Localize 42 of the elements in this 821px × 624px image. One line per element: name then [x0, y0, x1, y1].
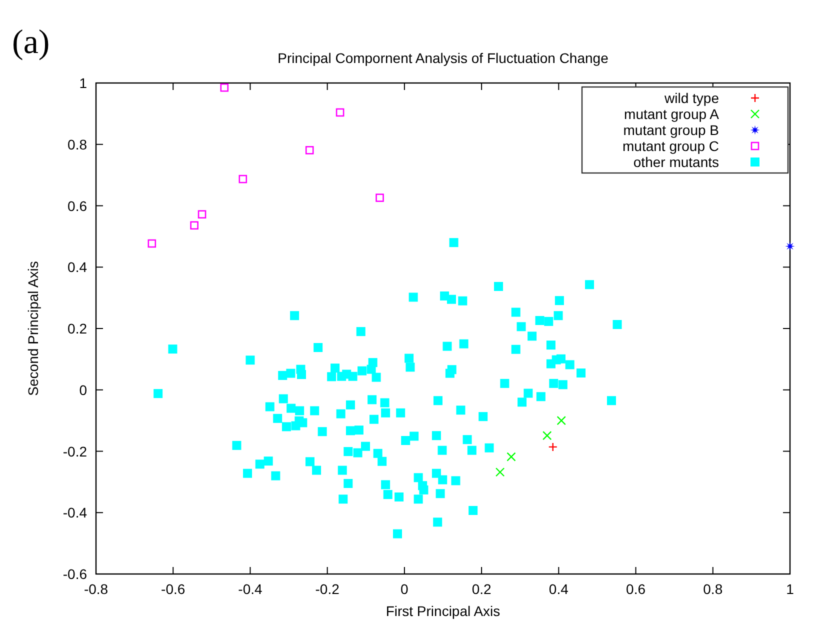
- point: [506, 452, 516, 462]
- point: [336, 108, 344, 117]
- chart-title: Principal Compornent Analysis of Fluctuation Change: [278, 50, 609, 66]
- point: [495, 468, 505, 477]
- point: [238, 174, 248, 184]
- x-axis-title: First Principal Axis: [386, 603, 500, 619]
- point: [190, 221, 198, 230]
- point: [542, 431, 552, 440]
- point: [148, 239, 156, 248]
- point: [556, 416, 566, 426]
- y-tick-label: 0.4: [68, 259, 88, 276]
- x-tick-label: 1: [786, 581, 794, 597]
- y-tick-label: 0.8: [68, 136, 88, 152]
- point: [305, 146, 314, 154]
- y-tick-label: 0.2: [68, 320, 88, 336]
- y-axis-title: Second Principal Axis: [25, 261, 41, 396]
- legend-label: mutant group B: [623, 122, 719, 138]
- y-tick-label: 1: [79, 75, 88, 91]
- point: [220, 83, 229, 92]
- point: [548, 442, 558, 452]
- x-tick-label: -0.4: [238, 581, 262, 597]
- x-tick-label: -0.2: [315, 581, 340, 597]
- x-tick-label: 0.4: [548, 581, 569, 597]
- y-tick-label: -0.6: [62, 566, 88, 582]
- x-tick-label: 0.2: [472, 581, 492, 597]
- x-tick-label: -0.6: [161, 581, 186, 597]
- y-tick-label: -0.2: [62, 443, 88, 460]
- y-tick-label: 0: [79, 382, 88, 398]
- x-tick-label: 0.6: [626, 581, 646, 597]
- legend-label: other mutants: [633, 154, 719, 170]
- point: [198, 210, 206, 218]
- x-tick-label: -0.8: [84, 581, 108, 597]
- text: (a): [12, 24, 50, 61]
- point: [785, 241, 795, 252]
- legend-label: mutant group C: [622, 138, 719, 154]
- x-tick-label: 0.8: [703, 581, 723, 597]
- legend-label: mutant group A: [624, 106, 720, 122]
- x-tick-label: 0: [400, 581, 409, 597]
- legend-label: wild type: [664, 90, 720, 106]
- y-tick-label: 0.6: [68, 198, 88, 214]
- point: [376, 194, 384, 202]
- y-tick-label: -0.4: [62, 504, 88, 521]
